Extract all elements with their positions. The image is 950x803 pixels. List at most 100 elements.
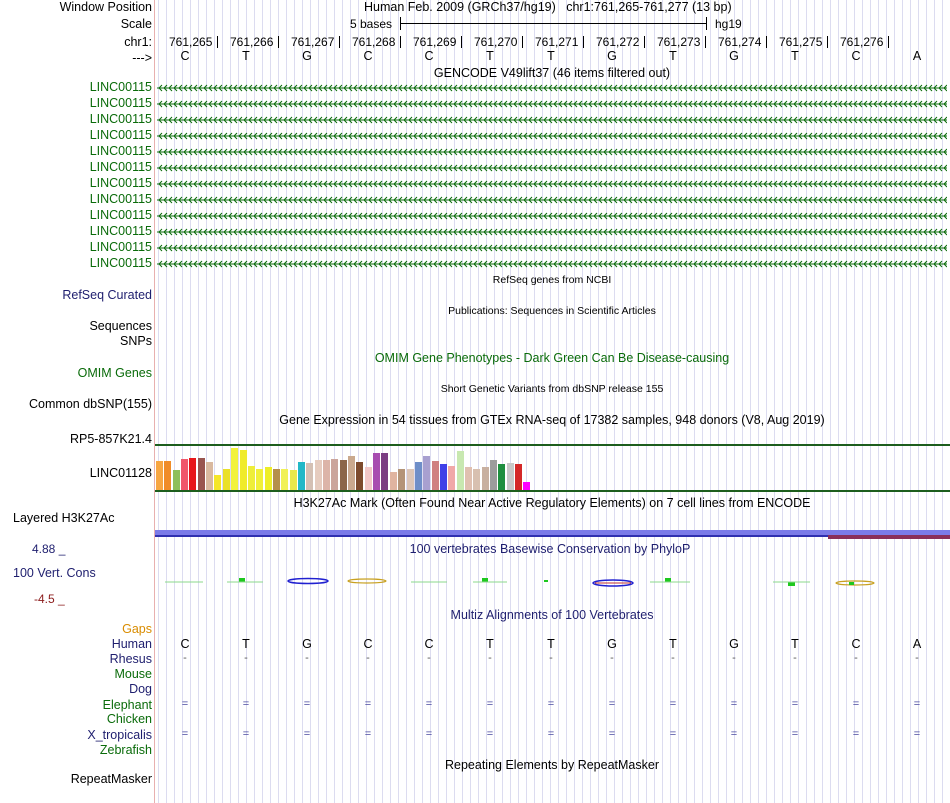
gtex-bar[interactable]	[381, 453, 389, 490]
phylop-label[interactable]: 100 Vert. Cons	[13, 566, 96, 580]
gtex-bar[interactable]	[339, 460, 347, 490]
gene-feature[interactable]	[157, 100, 947, 108]
gtex-bar[interactable]	[423, 456, 431, 490]
gtex-bar[interactable]	[206, 462, 214, 490]
dbsnp-label[interactable]: Common dbSNP(155)	[29, 397, 152, 411]
species-label-mouse[interactable]: Mouse	[114, 667, 152, 681]
gtex-bar[interactable]	[506, 463, 514, 490]
gtex-bar[interactable]	[231, 448, 239, 490]
gtex-bar[interactable]	[156, 461, 163, 490]
h3k27ac-signal-base	[155, 535, 950, 537]
gene-feature[interactable]	[157, 116, 947, 124]
gene-label-linc00115[interactable]: LINC00115	[89, 176, 152, 190]
gtex-bar[interactable]	[181, 459, 189, 490]
gtex-bar[interactable]	[256, 469, 264, 490]
species-label-x_tropicalis[interactable]: X_tropicalis	[87, 728, 152, 742]
gene-feature[interactable]	[157, 260, 947, 268]
gene-label-linc00115[interactable]: LINC00115	[89, 208, 152, 222]
gene-feature[interactable]	[157, 244, 947, 252]
gene-label-linc00115[interactable]: LINC00115	[89, 224, 152, 238]
gtex-bar[interactable]	[323, 460, 330, 490]
gtex-gene1-label[interactable]: RP5-857K21.4	[69, 432, 152, 446]
gtex-bar[interactable]	[189, 458, 197, 490]
phylop-min-label: -4.5 _	[34, 592, 65, 606]
species-label-chicken[interactable]: Chicken	[106, 712, 152, 726]
species-label-zebrafish[interactable]: Zebrafish	[99, 743, 152, 757]
repeatmasker-track-title[interactable]: Repeating Elements by RepeatMasker	[444, 758, 660, 772]
gtex-bar[interactable]	[464, 467, 472, 490]
gtex-bar[interactable]	[498, 464, 506, 490]
gtex-bar[interactable]	[439, 464, 447, 490]
publications-sequences-label[interactable]: Sequences	[89, 319, 152, 333]
gtex-bar[interactable]	[448, 466, 456, 490]
gtex-bar[interactable]	[331, 459, 339, 490]
gene-feature[interactable]	[157, 164, 947, 172]
gtex-bar[interactable]	[239, 450, 247, 490]
gtex-bar[interactable]	[523, 482, 531, 490]
gtex-bar[interactable]	[431, 461, 439, 490]
gtex-bar[interactable]	[272, 469, 280, 490]
h3k27ac-track-title[interactable]: H3K27Ac Mark (Often Found Near Active Re…	[293, 496, 811, 510]
publications-track-title[interactable]: Publications: Sequences in Scientific Ar…	[448, 305, 656, 317]
repeatmasker-label[interactable]: RepeatMasker	[70, 772, 152, 786]
publications-snps-label[interactable]: SNPs	[120, 334, 152, 348]
gtex-bar[interactable]	[515, 464, 523, 490]
gtex-bar[interactable]	[389, 472, 397, 490]
gencode-track-title[interactable]: GENCODE V49lift37 (46 items filtered out…	[433, 66, 671, 80]
gtex-bar[interactable]	[289, 470, 297, 490]
gtex-bar[interactable]	[456, 451, 464, 490]
gtex-bar[interactable]	[314, 460, 322, 490]
species-label-elephant[interactable]: Elephant	[102, 698, 152, 712]
gene-feature[interactable]	[157, 84, 947, 92]
gtex-bar[interactable]	[281, 469, 289, 490]
gtex-bar[interactable]	[297, 462, 305, 490]
omim-track-title[interactable]: OMIM Gene Phenotypes - Dark Green Can Be…	[374, 351, 730, 365]
gtex-bar[interactable]	[481, 467, 489, 490]
gtex-bar[interactable]	[356, 462, 364, 490]
gtex-track-title[interactable]: Gene Expression in 54 tissues from GTEx …	[279, 413, 825, 427]
gene-label-linc00115[interactable]: LINC00115	[89, 192, 152, 206]
gene-label-linc00115[interactable]: LINC00115	[89, 160, 152, 174]
gtex-gene2-label[interactable]: LINC01128	[89, 466, 152, 480]
gaps-label[interactable]: Gaps	[122, 622, 152, 636]
gtex-bar[interactable]	[264, 467, 272, 490]
gene-feature[interactable]	[157, 148, 947, 156]
gene-feature[interactable]	[157, 212, 947, 220]
gtex-bar[interactable]	[414, 462, 422, 490]
gene-label-linc00115[interactable]: LINC00115	[89, 256, 152, 270]
phylop-track-title[interactable]: 100 vertebrates Basewise Conservation by…	[409, 542, 691, 556]
gene-feature[interactable]	[157, 132, 947, 140]
gene-label-linc00115[interactable]: LINC00115	[89, 80, 152, 94]
multiz-track-title[interactable]: Multiz Alignments of 100 Vertebrates	[450, 608, 654, 622]
gene-label-linc00115[interactable]: LINC00115	[89, 112, 152, 126]
h3k27ac-label[interactable]: Layered H3K27Ac	[13, 511, 115, 525]
gene-label-linc00115[interactable]: LINC00115	[89, 128, 152, 142]
species-label-dog[interactable]: Dog	[129, 682, 152, 696]
gtex-bar[interactable]	[373, 453, 381, 490]
gtex-bar[interactable]	[222, 469, 230, 490]
gtex-bar[interactable]	[306, 463, 314, 490]
gtex-bar[interactable]	[364, 467, 372, 490]
gtex-bar[interactable]	[406, 469, 414, 490]
dbsnp-track-title[interactable]: Short Genetic Variants from dbSNP releas…	[440, 383, 664, 395]
refseq-label[interactable]: RefSeq Curated	[62, 288, 152, 302]
gtex-bar[interactable]	[398, 469, 406, 490]
refseq-track-title[interactable]: RefSeq genes from NCBI	[492, 274, 612, 286]
gene-feature[interactable]	[157, 180, 947, 188]
gene-label-linc00115[interactable]: LINC00115	[89, 96, 152, 110]
gtex-bar[interactable]	[348, 456, 356, 490]
gene-label-linc00115[interactable]: LINC00115	[89, 144, 152, 158]
gtex-bar[interactable]	[164, 461, 172, 490]
gtex-bar[interactable]	[214, 475, 222, 490]
gene-feature[interactable]	[157, 196, 947, 204]
gtex-bar[interactable]	[247, 466, 255, 490]
gene-label-linc00115[interactable]: LINC00115	[89, 240, 152, 254]
species-label-human[interactable]: Human	[111, 637, 152, 651]
gtex-bar[interactable]	[490, 460, 497, 490]
gtex-bar[interactable]	[473, 469, 481, 490]
gtex-bar[interactable]	[172, 470, 180, 490]
gene-feature[interactable]	[157, 228, 947, 236]
gtex-bar[interactable]	[197, 458, 205, 490]
omim-genes-label[interactable]: OMIM Genes	[77, 366, 152, 380]
species-label-rhesus[interactable]: Rhesus	[109, 652, 152, 666]
